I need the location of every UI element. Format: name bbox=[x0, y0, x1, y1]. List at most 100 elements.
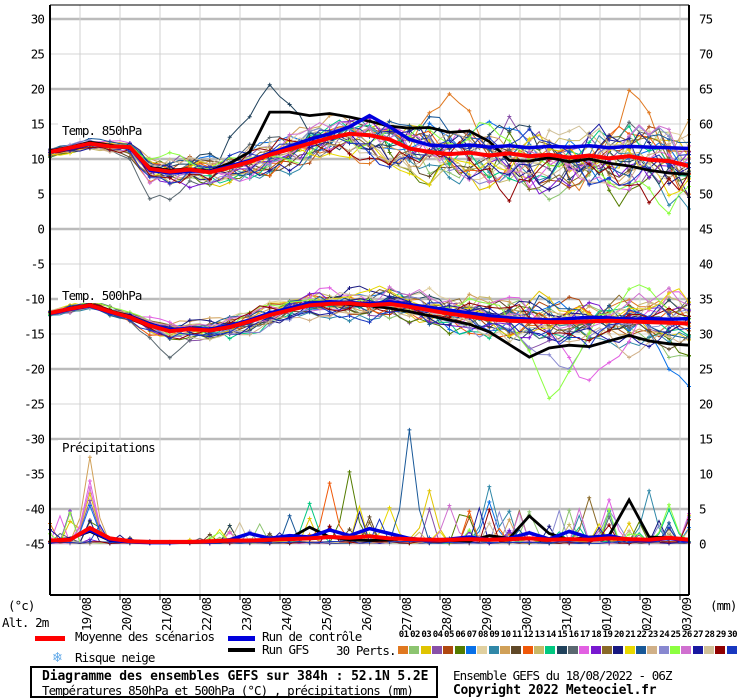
member-color-swatch bbox=[443, 646, 454, 654]
y-axis-label-right: 65 bbox=[699, 82, 713, 97]
y-axis-label-left: 15 bbox=[31, 117, 45, 132]
gfs-line-swatch bbox=[228, 648, 255, 652]
y-axis-label-right: 35 bbox=[699, 292, 713, 307]
x-axis-date-label: 20/08 bbox=[119, 597, 134, 631]
y-axis-label-right: 75 bbox=[699, 12, 713, 27]
altitude-label: Alt. 2m bbox=[2, 615, 49, 630]
member-color-swatch bbox=[522, 646, 533, 654]
y-axis-label-right: 45 bbox=[699, 222, 713, 237]
ensemble-mean-line bbox=[49, 131, 690, 175]
x-axis-date-label: 01/09 bbox=[599, 597, 614, 631]
member-color-swatch bbox=[556, 646, 567, 654]
member-number: 23 bbox=[647, 630, 658, 640]
x-axis-date-label: 31/08 bbox=[559, 597, 574, 631]
member-number: 01 bbox=[398, 630, 409, 640]
member-number: 18 bbox=[591, 630, 602, 640]
member-number: 20 bbox=[613, 630, 624, 640]
member-number: 13 bbox=[534, 630, 545, 640]
member-color-swatch bbox=[511, 646, 522, 654]
panel-label: Précipitations bbox=[62, 440, 155, 455]
member-number: 02 bbox=[410, 630, 420, 640]
y-axis-label-left: 0 bbox=[37, 222, 44, 237]
y-axis-label-right: 50 bbox=[699, 187, 713, 202]
y-axis-label-left: -40 bbox=[24, 502, 44, 517]
x-axis-date-label: 28/08 bbox=[439, 597, 454, 631]
y-axis-label-right: 30 bbox=[699, 327, 713, 342]
member-number: 07 bbox=[466, 630, 477, 640]
mean-line-swatch bbox=[35, 636, 65, 641]
member-color-swatch bbox=[545, 646, 556, 654]
member-color-swatch bbox=[692, 646, 703, 654]
member-color-swatch bbox=[715, 646, 726, 654]
footer-run-info-block: Ensemble GEFS du 18/08/2022 - 06Z Copyri… bbox=[453, 668, 673, 699]
member-color-swatch bbox=[681, 646, 692, 654]
legend-gfs-label: Run GFS bbox=[262, 642, 309, 657]
legend-perts-label: 30 Perts. bbox=[336, 643, 397, 658]
member-color-swatch bbox=[613, 646, 624, 654]
panel-label: Temp. 850hPa bbox=[62, 123, 142, 138]
member-number: 17 bbox=[579, 630, 590, 640]
member-color-swatch bbox=[431, 646, 442, 654]
y-axis-label-left: -20 bbox=[24, 362, 44, 377]
x-axis-date-label: 25/08 bbox=[319, 597, 334, 631]
y-axis-label-right: 5 bbox=[699, 502, 706, 517]
member-number: 03 bbox=[421, 630, 432, 640]
y-axis-label-right: 60 bbox=[699, 117, 713, 132]
member-number: 16 bbox=[568, 630, 579, 640]
panel-label: Temp. 500hPa bbox=[62, 288, 142, 303]
member-number: 08 bbox=[478, 630, 488, 640]
panel-label-bg bbox=[58, 123, 142, 138]
member-number: 05 bbox=[444, 630, 454, 640]
y-axis-label-left: 25 bbox=[31, 47, 45, 62]
snowflake-icon: ❄ bbox=[53, 648, 63, 666]
y-axis-label-right: 10 bbox=[699, 467, 713, 482]
panel-label-bg bbox=[58, 440, 155, 455]
member-color-swatch bbox=[669, 646, 680, 654]
member-number: 09 bbox=[489, 630, 500, 640]
right-axis-unit: (mm) bbox=[710, 598, 737, 613]
y-axis-label-left: -10 bbox=[24, 292, 44, 307]
member-color-swatch bbox=[590, 646, 601, 654]
member-number: 19 bbox=[602, 630, 613, 640]
member-color-swatch bbox=[647, 646, 658, 654]
member-color-row bbox=[398, 646, 738, 654]
member-color-swatch bbox=[567, 646, 578, 654]
member-number: 26 bbox=[681, 630, 692, 640]
member-color-swatch bbox=[499, 646, 510, 654]
y-axis-label-left: -45 bbox=[24, 537, 44, 552]
member-number: 30 bbox=[727, 630, 738, 640]
x-axis-date-label: 30/08 bbox=[519, 597, 534, 631]
member-number: 21 bbox=[625, 630, 636, 640]
x-axis-date-label: 29/08 bbox=[479, 597, 494, 631]
member-color-swatch bbox=[477, 646, 488, 654]
legend-control-label: Run de contrôle bbox=[262, 629, 362, 644]
member-color-swatch bbox=[398, 646, 408, 654]
gefs-ensemble-diagram: 302520151050-5-10-15-20-25-30-35-40-4575… bbox=[2, 4, 737, 631]
member-number: 12 bbox=[523, 630, 534, 640]
member-number: 29 bbox=[715, 630, 726, 640]
y-axis-label-left: -25 bbox=[24, 397, 44, 412]
x-axis-date-label: 03/09 bbox=[679, 597, 694, 631]
member-number: 14 bbox=[546, 630, 556, 640]
ensemble-mean-line bbox=[49, 301, 690, 334]
y-axis-label-left: 10 bbox=[31, 152, 45, 167]
run-info: Ensemble GEFS du 18/08/2022 - 06Z bbox=[453, 668, 673, 683]
y-axis-label-left: -35 bbox=[24, 467, 44, 482]
x-axis-date-label: 27/08 bbox=[399, 597, 414, 631]
ensemble-mean-line bbox=[49, 525, 690, 544]
footer-title-box: Diagramme des ensembles GEFS sur 384h : … bbox=[30, 666, 438, 698]
x-axis-date-label: 02/09 bbox=[639, 597, 654, 631]
member-number: 27 bbox=[693, 630, 704, 640]
member-color-swatch bbox=[726, 646, 737, 654]
member-number: 28 bbox=[704, 630, 715, 640]
member-number: 06 bbox=[455, 630, 466, 640]
x-axis-date-label: 24/08 bbox=[279, 597, 294, 631]
member-color-swatch bbox=[465, 646, 476, 654]
member-number: 22 bbox=[636, 630, 647, 640]
left-axis-unit: (°c) bbox=[8, 598, 35, 613]
panel-label-bg bbox=[58, 288, 142, 303]
y-axis-label-right: 70 bbox=[699, 47, 713, 62]
y-axis-label-right: 20 bbox=[699, 397, 713, 412]
member-color-swatch bbox=[488, 646, 499, 654]
